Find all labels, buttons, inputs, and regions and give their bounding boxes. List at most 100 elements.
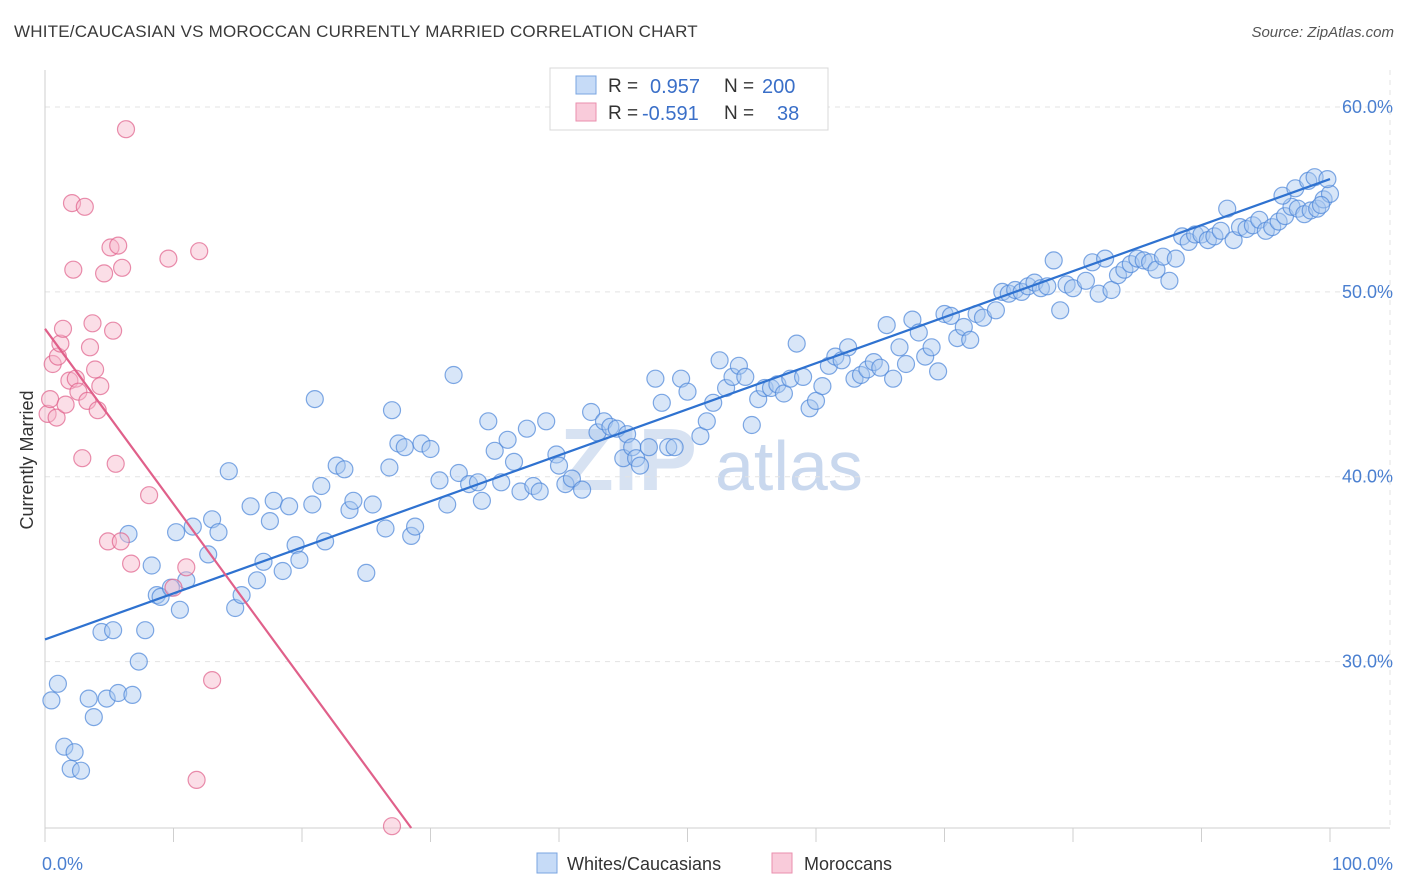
- whites-point: [444, 365, 463, 385]
- moroccans-point: [38, 404, 57, 423]
- legend-r-value: -0.591: [642, 103, 699, 125]
- moroccans-point: [73, 449, 92, 468]
- whites-point: [530, 482, 549, 501]
- whites-point: [312, 476, 331, 496]
- whites-point: [55, 737, 74, 756]
- whites-trend-line: [44, 178, 1331, 641]
- moroccans-point: [382, 817, 402, 836]
- whites-point: [871, 358, 890, 377]
- moroccans-point: [159, 249, 178, 268]
- whites-point: [916, 347, 935, 366]
- watermark: ZIP atlas: [560, 410, 863, 509]
- moroccans-point: [64, 260, 83, 279]
- whites-point: [1211, 221, 1230, 240]
- moroccans-point: [187, 770, 206, 790]
- whites-point: [421, 439, 440, 459]
- whites-point: [710, 351, 729, 370]
- axes: 0.0% 100.0%: [42, 70, 1393, 874]
- whites-point: [170, 600, 189, 619]
- legend-label-whites: Whites/Caucasians: [567, 854, 721, 874]
- moroccans-point: [51, 334, 70, 353]
- whites-point: [729, 356, 749, 375]
- legend-swatch-moroccans: [771, 852, 793, 874]
- moroccans-point: [122, 554, 141, 573]
- whites-point: [479, 412, 498, 431]
- whites-point: [406, 517, 425, 536]
- whites-point: [1044, 251, 1063, 270]
- legend-swatch-whites: [575, 75, 597, 95]
- whites-point: [380, 458, 399, 477]
- moroccans-trend-line: [44, 328, 413, 829]
- whites-point: [601, 417, 620, 436]
- whites-point: [92, 622, 111, 642]
- whites-point: [986, 301, 1006, 320]
- x-tick-label: 0.0%: [42, 854, 83, 874]
- legend-n-label: N =: [724, 103, 754, 124]
- watermark-atlas: atlas: [715, 427, 863, 505]
- chart-title: WHITE/CAUCASIAN VS MOROCCAN CURRENTLY MA…: [14, 22, 698, 41]
- whites-point: [723, 367, 742, 386]
- whites-point: [652, 393, 671, 412]
- whites-point: [167, 523, 186, 542]
- legend-swatch-moroccans: [575, 102, 597, 122]
- whites-point: [183, 517, 202, 536]
- whites-point: [260, 511, 279, 531]
- whites-point: [209, 523, 228, 542]
- moroccans-point: [177, 558, 196, 577]
- moroccans-point: [85, 360, 105, 379]
- moroccans-point: [106, 454, 125, 473]
- whites-point: [48, 674, 68, 693]
- legend-label-moroccans: Moroccans: [804, 854, 892, 874]
- moroccans-point: [116, 120, 136, 139]
- whites-point: [1134, 251, 1153, 270]
- whites-point: [335, 460, 354, 479]
- whites-point: [273, 561, 292, 581]
- whites-point: [402, 526, 421, 546]
- legend-r-label: R =: [608, 76, 638, 97]
- y-tick-label: 60.0%: [1342, 97, 1393, 117]
- legend-r-value: 0.957: [650, 76, 700, 98]
- whites-point: [303, 495, 322, 514]
- moroccans-point: [40, 390, 60, 409]
- moroccans-point: [190, 242, 209, 261]
- whites-point: [79, 689, 98, 708]
- whites-point: [290, 550, 309, 570]
- whites-point: [280, 497, 299, 516]
- whites-point: [65, 743, 84, 762]
- y-tick-label: 40.0%: [1342, 467, 1393, 487]
- whites-point: [517, 419, 537, 438]
- whites-point: [71, 761, 91, 780]
- whites-point: [928, 362, 948, 381]
- whites-point: [1218, 199, 1237, 218]
- y-tick-label: 30.0%: [1342, 652, 1393, 672]
- trend-lines: [44, 178, 1331, 829]
- whites-point: [1076, 271, 1096, 290]
- whites-point: [961, 330, 980, 349]
- whites-point: [1051, 301, 1070, 320]
- whites-point: [1301, 201, 1320, 220]
- source-credit: Source: ZipAtlas.com: [1251, 24, 1394, 41]
- whites-point: [813, 377, 832, 396]
- whites-point: [430, 471, 449, 490]
- whites-point: [749, 390, 768, 409]
- moroccans-point: [56, 395, 75, 414]
- correlation-legend: R = 0.957 N = 200 R = -0.591 N = 38: [549, 67, 829, 131]
- moroccans-point: [112, 258, 132, 277]
- whites-point: [340, 500, 359, 520]
- whites-point: [109, 683, 128, 703]
- whites-point: [922, 338, 941, 357]
- whites-point: [472, 491, 491, 510]
- whites-point: [412, 434, 431, 453]
- whites-point: [800, 399, 819, 418]
- whites-point: [742, 415, 761, 435]
- whites-point: [630, 456, 650, 475]
- whites-point: [382, 401, 402, 420]
- moroccans-point: [103, 321, 123, 340]
- whites-point: [103, 621, 123, 640]
- whites-point: [572, 480, 592, 499]
- whites-point: [838, 338, 858, 357]
- whites-point: [646, 369, 665, 388]
- gridlines: 30.0% 40.0% 50.0% 60.0%: [45, 70, 1393, 828]
- whites-point: [877, 316, 896, 335]
- whites-point: [119, 524, 138, 544]
